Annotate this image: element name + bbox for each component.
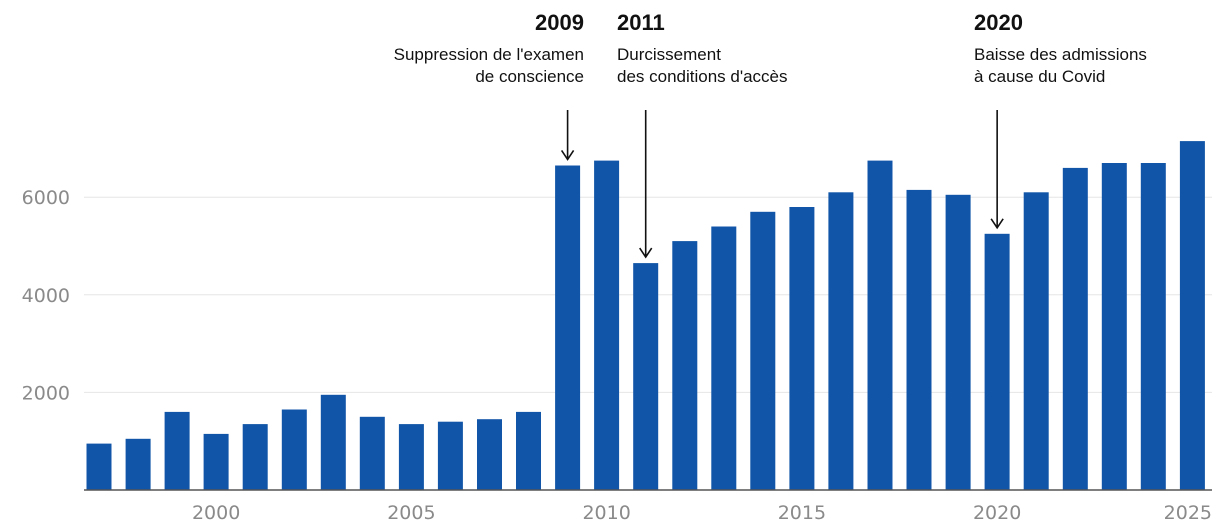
bar-2000	[203, 433, 229, 490]
annotation-arrow	[560, 110, 575, 161]
bar-2014	[750, 211, 776, 491]
bar-2012	[672, 241, 698, 490]
bar-2004	[359, 416, 385, 490]
annotation-arrow	[639, 110, 653, 259]
annotation-text: Durcissement	[617, 45, 721, 64]
annotation-text: Baisse des admissions	[974, 45, 1147, 64]
bar-2003	[320, 394, 346, 490]
bar-2001	[242, 424, 268, 490]
bar-2009	[555, 165, 581, 490]
x-tick-label: 2000	[192, 502, 240, 523]
x-tick-label: 2020	[973, 502, 1021, 523]
x-tick-label: 2010	[582, 502, 630, 523]
bar-2005	[398, 424, 424, 490]
bar-2016	[828, 192, 854, 491]
bar-1998	[125, 438, 151, 490]
bar-2015	[789, 207, 815, 490]
bar-2025	[1179, 141, 1205, 490]
annotation-year: 2020	[974, 10, 1023, 35]
bar-2007	[477, 419, 502, 490]
y-axis-ticks: 2000 4000 6000	[22, 187, 70, 404]
x-tick-label: 2005	[387, 502, 435, 523]
annotation-text: Suppression de l'examen	[394, 45, 584, 64]
bar-2022	[1062, 167, 1088, 490]
annotation-text: de conscience	[475, 67, 584, 86]
bar-1997	[86, 443, 112, 490]
bar-2013	[711, 226, 737, 490]
x-tick-label: 2025	[1164, 502, 1212, 523]
bar-2010	[594, 160, 620, 490]
bar-2021	[1023, 192, 1049, 491]
bar-2006	[437, 421, 463, 490]
annotation-text: à cause du Covid	[974, 67, 1105, 86]
y-tick-label: 2000	[22, 382, 70, 404]
bar-2023	[1101, 163, 1127, 490]
annotation-year: 2011	[617, 10, 665, 35]
annotation-2011: 2011 Durcissement des conditions d'accès	[617, 10, 788, 259]
annotation-2020: 2020 Baisse des admissions à cause du Covi…	[974, 10, 1147, 230]
bar-2024	[1140, 163, 1166, 490]
annotation-2009: 2009 Suppression de l'examen de conscience	[394, 10, 584, 161]
bar-2008	[516, 411, 541, 490]
y-tick-label: 6000	[22, 187, 70, 209]
bar-2018	[906, 189, 932, 490]
x-tick-label: 2015	[778, 502, 826, 523]
y-tick-label: 4000	[22, 285, 70, 307]
bar-2017	[867, 160, 893, 490]
bar-2020	[984, 233, 1010, 491]
x-axis-ticks: 2000 2005 2010 2015 2020 2025	[192, 502, 1212, 523]
bar-2011	[633, 263, 659, 490]
bar-2002	[281, 409, 307, 490]
annotations: 2009 Suppression de l'examen de conscience…	[394, 10, 1147, 259]
annotation-arrow	[990, 110, 1004, 230]
annotation-text: des conditions d'accès	[617, 67, 788, 86]
annotation-year: 2009	[535, 10, 584, 35]
bars	[86, 141, 1205, 491]
bar-2019	[945, 194, 971, 491]
bar-1999	[164, 411, 190, 490]
